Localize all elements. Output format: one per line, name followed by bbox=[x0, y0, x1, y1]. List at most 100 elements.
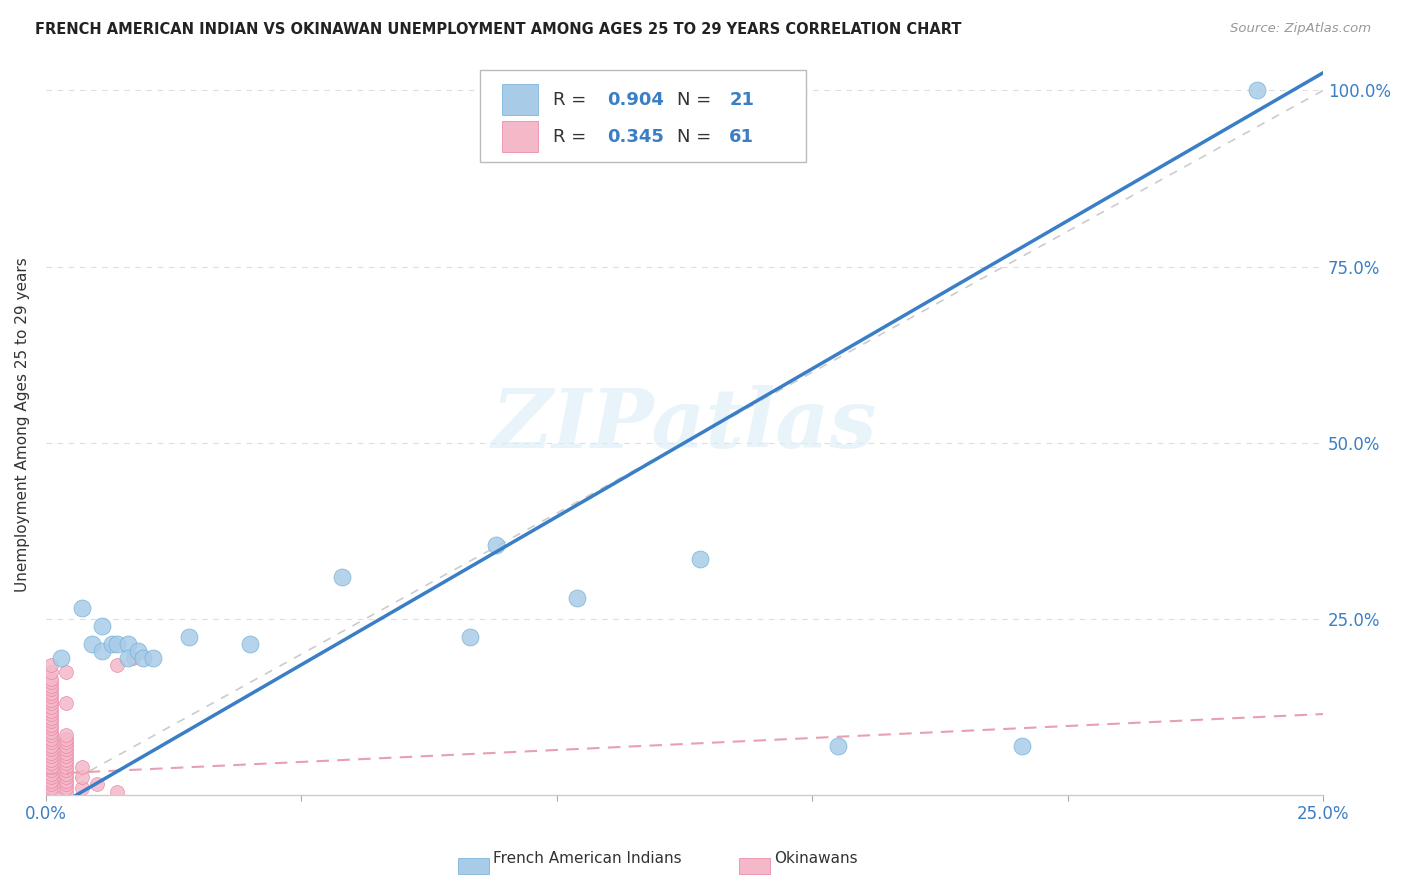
Text: 21: 21 bbox=[730, 90, 754, 109]
Point bbox=[39, 777, 62, 791]
Point bbox=[86, 777, 108, 791]
Point bbox=[39, 706, 62, 721]
Point bbox=[91, 619, 114, 633]
Point bbox=[55, 777, 77, 791]
Point bbox=[55, 784, 77, 798]
Point bbox=[39, 717, 62, 731]
Point bbox=[55, 760, 77, 774]
Point bbox=[39, 742, 62, 756]
Point bbox=[55, 756, 77, 771]
Point bbox=[39, 686, 62, 700]
Bar bbox=[502, 121, 537, 152]
Point bbox=[39, 753, 62, 767]
Point bbox=[55, 697, 77, 711]
Point bbox=[107, 784, 129, 798]
Point bbox=[39, 764, 62, 778]
Point bbox=[39, 679, 62, 693]
Point bbox=[39, 731, 62, 746]
Point bbox=[458, 630, 481, 644]
Point bbox=[55, 753, 77, 767]
Point bbox=[484, 538, 506, 552]
Text: FRENCH AMERICAN INDIAN VS OKINAWAN UNEMPLOYMENT AMONG AGES 25 TO 29 YEARS CORREL: FRENCH AMERICAN INDIAN VS OKINAWAN UNEMP… bbox=[35, 22, 962, 37]
Point bbox=[39, 697, 62, 711]
Text: French American Indians: French American Indians bbox=[494, 851, 682, 866]
Point bbox=[101, 636, 124, 650]
Point bbox=[39, 693, 62, 707]
Point bbox=[107, 657, 129, 672]
Point bbox=[91, 643, 114, 657]
Point bbox=[55, 774, 77, 789]
Point bbox=[39, 728, 62, 742]
Point bbox=[39, 700, 62, 714]
Point bbox=[39, 735, 62, 749]
Point bbox=[39, 756, 62, 771]
Point bbox=[39, 675, 62, 690]
Point bbox=[39, 714, 62, 728]
Point bbox=[39, 724, 62, 739]
FancyBboxPatch shape bbox=[481, 70, 806, 162]
Point bbox=[39, 704, 62, 718]
Point bbox=[121, 650, 143, 665]
Text: 0.904: 0.904 bbox=[606, 90, 664, 109]
Point bbox=[39, 721, 62, 735]
Point bbox=[39, 690, 62, 704]
Point bbox=[39, 767, 62, 781]
Point bbox=[55, 735, 77, 749]
Point bbox=[39, 739, 62, 753]
Point bbox=[55, 767, 77, 781]
Point bbox=[55, 764, 77, 778]
Point bbox=[70, 771, 93, 785]
Point bbox=[39, 771, 62, 785]
Point bbox=[51, 650, 73, 665]
Point bbox=[39, 784, 62, 798]
Point bbox=[39, 780, 62, 795]
Point bbox=[80, 636, 103, 650]
Point bbox=[39, 682, 62, 697]
Point bbox=[127, 643, 149, 657]
Point bbox=[132, 650, 155, 665]
Point bbox=[39, 774, 62, 789]
Text: ZIPatlas: ZIPatlas bbox=[492, 385, 877, 465]
Point bbox=[70, 780, 93, 795]
Point bbox=[39, 746, 62, 760]
Point bbox=[70, 601, 93, 615]
Point bbox=[39, 657, 62, 672]
Y-axis label: Unemployment Among Ages 25 to 29 years: Unemployment Among Ages 25 to 29 years bbox=[15, 258, 30, 592]
Text: N =: N = bbox=[676, 128, 717, 145]
Text: Source: ZipAtlas.com: Source: ZipAtlas.com bbox=[1230, 22, 1371, 36]
Point bbox=[1011, 739, 1033, 753]
Point bbox=[55, 771, 77, 785]
Text: 0.345: 0.345 bbox=[606, 128, 664, 145]
Point bbox=[689, 552, 711, 566]
Point bbox=[55, 739, 77, 753]
Point bbox=[39, 760, 62, 774]
Point bbox=[55, 742, 77, 756]
Point bbox=[142, 650, 165, 665]
Point bbox=[55, 749, 77, 764]
Point bbox=[55, 746, 77, 760]
Bar bbox=[502, 84, 537, 115]
Point bbox=[55, 665, 77, 679]
Point bbox=[177, 630, 200, 644]
Text: 61: 61 bbox=[730, 128, 754, 145]
Point bbox=[117, 636, 139, 650]
Point bbox=[330, 569, 353, 583]
Point bbox=[117, 650, 139, 665]
Text: N =: N = bbox=[676, 90, 717, 109]
Text: R =: R = bbox=[553, 90, 592, 109]
Point bbox=[567, 591, 589, 605]
Point bbox=[827, 739, 849, 753]
Point bbox=[55, 731, 77, 746]
Point bbox=[39, 749, 62, 764]
Text: Okinawans: Okinawans bbox=[773, 851, 858, 866]
Point bbox=[39, 672, 62, 686]
Point bbox=[239, 636, 262, 650]
Point bbox=[107, 636, 129, 650]
Point bbox=[55, 780, 77, 795]
Point bbox=[70, 760, 93, 774]
Point bbox=[1246, 83, 1268, 97]
Point bbox=[39, 665, 62, 679]
Point bbox=[39, 710, 62, 724]
Text: R =: R = bbox=[553, 128, 592, 145]
Point bbox=[55, 728, 77, 742]
